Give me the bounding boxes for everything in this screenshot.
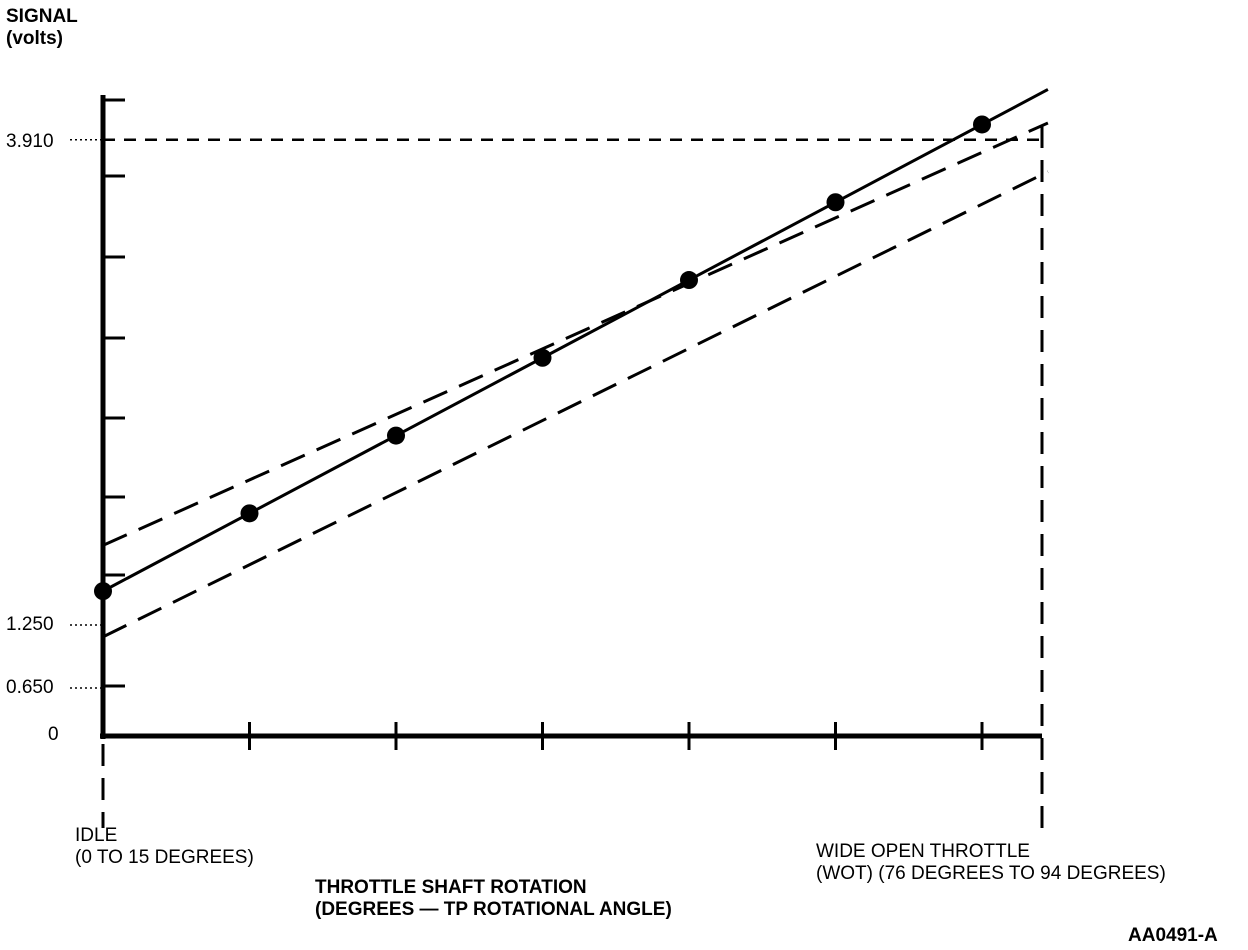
x-start-label: IDLE (0 TO 15 DEGREES) <box>75 825 254 869</box>
idle-range-label: (0 TO 15 DEGREES) <box>75 847 254 868</box>
lower-limit-line <box>102 170 1049 639</box>
x-axis-sublabel: (DEGREES — TP ROTATIONAL ANGLE) <box>315 899 672 920</box>
x-axis-label: THROTTLE SHAFT ROTATION <box>315 877 587 898</box>
wot-range-label: (WOT) (76 DEGREES TO 94 DEGREES) <box>816 863 1166 884</box>
figure-id: AA0491-A <box>1128 925 1218 946</box>
x-end-label: WIDE OPEN THROTTLE (WOT) (76 DEGREES TO … <box>816 841 1166 885</box>
data-point <box>387 426 405 445</box>
data-point <box>973 115 991 134</box>
data-point <box>826 193 845 212</box>
x-axis-title: THROTTLE SHAFT ROTATION (DEGREES — TP RO… <box>315 877 672 921</box>
data-point <box>94 582 112 601</box>
y-tick-label-0: 0 <box>48 724 59 745</box>
y-axis-label: SIGNAL <box>6 6 78 27</box>
nominal-signal-line <box>102 88 1049 593</box>
wot-label: WIDE OPEN THROTTLE <box>816 841 1030 862</box>
y-axis-title: SIGNAL (volts) <box>6 6 78 50</box>
y-axis-unit: (volts) <box>6 28 63 49</box>
y-tick-label-1250: 1.250 <box>6 614 54 635</box>
data-point <box>240 504 259 523</box>
data-point <box>680 271 698 290</box>
idle-label: IDLE <box>75 825 118 846</box>
data-point <box>533 348 552 367</box>
upper-limit-line <box>102 121 1049 547</box>
y-tick-label-0650: 0.650 <box>6 677 54 698</box>
y-tick-label-3910: 3.910 <box>6 131 54 152</box>
